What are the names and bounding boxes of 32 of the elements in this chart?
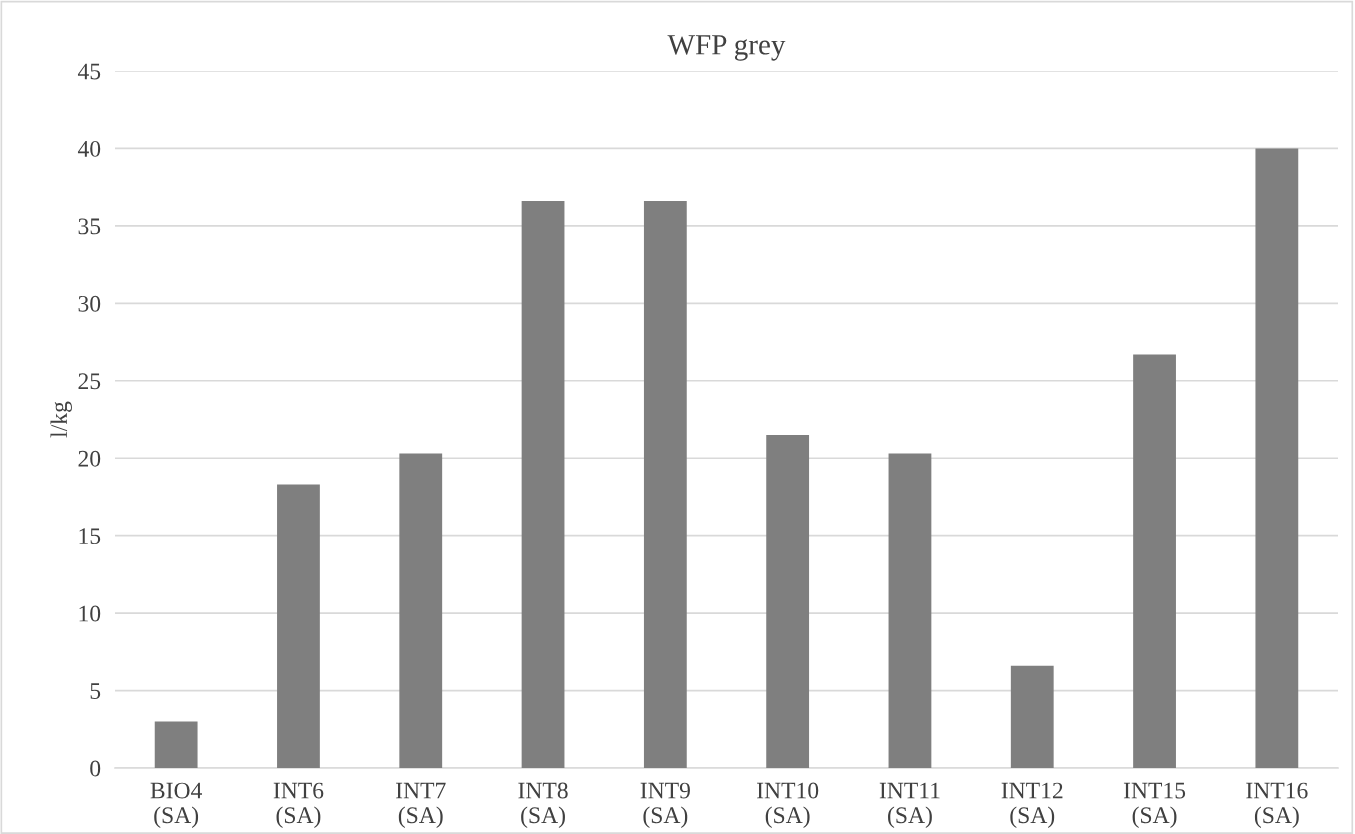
x-tick-label: INT11 (SA) [879,782,940,828]
y-tick-label: 10 [79,605,101,622]
chart-title: WFP grey [667,35,786,61]
y-tick-label: 35 [78,218,101,235]
x-tick-label: INT7 (SA) [396,782,446,828]
y-tick-label: 20 [78,450,101,467]
x-tick-label: INT8 (SA) [518,782,568,828]
x-tick-label: INT6 (SA) [273,782,324,828]
x-tick-label: INT10 (SA) [757,782,819,828]
y-tick-label: 15 [79,528,101,545]
bar [1010,665,1054,768]
bar [888,453,932,768]
bar [766,434,810,768]
bar [1133,354,1176,768]
x-tick-label: INT15 (SA) [1123,782,1186,828]
bar [399,453,443,768]
bar [154,721,198,768]
y-axis-title: l/kg [50,401,72,438]
y-tick-label: 0 [90,760,101,777]
bar [277,484,320,768]
x-tick-label: INT16 (SA) [1246,782,1308,828]
bar [643,201,687,768]
bar [1255,148,1299,768]
bar [521,201,565,768]
x-tick-label: INT9 (SA) [640,782,690,828]
y-tick-label: 30 [78,295,101,312]
y-tick-label: 40 [77,140,101,157]
x-tick-label: INT12 (SA) [1001,782,1063,828]
y-tick-label: 25 [78,373,101,390]
y-tick-label: 45 [77,63,101,80]
y-tick-label: 5 [90,683,101,699]
x-tick-label: BIO4 (SA) [150,782,203,828]
